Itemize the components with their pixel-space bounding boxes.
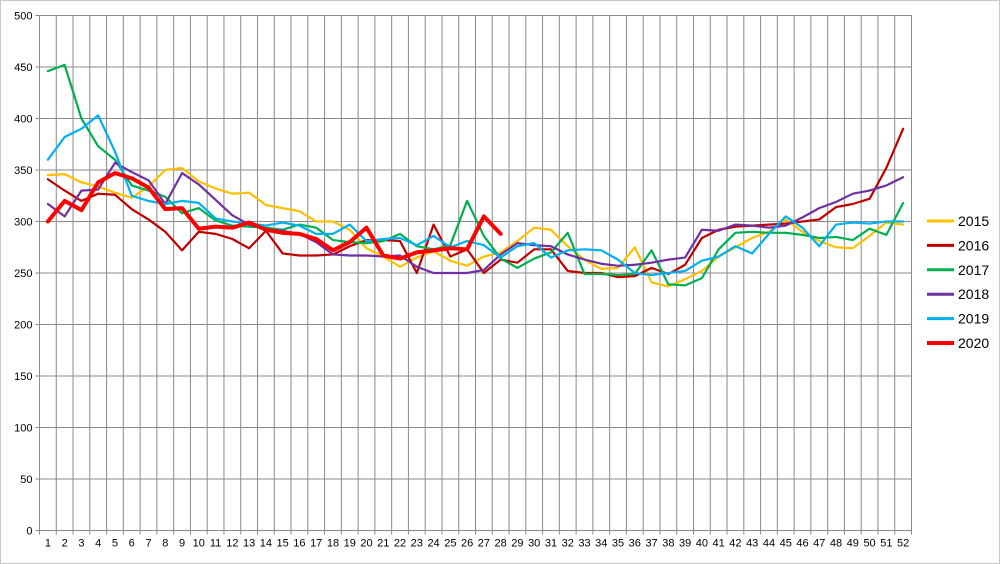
x-axis-label: 13: [243, 538, 255, 550]
legend-label-2018: 2018: [958, 286, 989, 302]
y-axis-label: 150: [14, 371, 32, 383]
y-axis-label: 350: [14, 165, 32, 177]
x-axis-label: 9: [179, 538, 185, 550]
x-axis-label: 18: [327, 538, 339, 550]
x-axis-label: 44: [763, 538, 775, 550]
x-axis-label: 24: [427, 538, 439, 550]
legend-label-2017: 2017: [958, 262, 989, 278]
x-axis-label: 11: [210, 538, 221, 550]
x-axis-label: 33: [578, 538, 590, 550]
legend-entry-2017[interactable]: 2017: [927, 262, 989, 278]
x-axis-label: 20: [360, 538, 372, 550]
x-axis-label: 6: [129, 538, 135, 550]
y-axis-label: 450: [14, 62, 32, 74]
x-axis-label: 30: [528, 538, 540, 550]
x-axis-label: 45: [780, 538, 792, 550]
legend-entry-2020[interactable]: 2020: [927, 335, 989, 351]
x-axis-label: 21: [377, 538, 389, 550]
x-axis-label: 50: [863, 538, 875, 550]
x-axis-label: 4: [95, 538, 101, 550]
x-axis-label: 40: [696, 538, 708, 550]
x-axis-label: 31: [545, 538, 557, 550]
x-axis-label: 32: [562, 538, 574, 550]
x-axis-label: 49: [847, 538, 859, 550]
y-axis-label: 250: [14, 268, 32, 280]
x-axis-label: 27: [478, 538, 490, 550]
x-axis-label: 15: [277, 538, 289, 550]
x-axis-label: 37: [645, 538, 657, 550]
x-axis-label: 14: [260, 538, 272, 550]
x-axis-label: 8: [162, 538, 168, 550]
x-axis-label: 35: [612, 538, 624, 550]
x-axis-label: 34: [595, 538, 607, 550]
y-axis-label: 100: [14, 423, 32, 435]
x-axis-label: 41: [713, 538, 725, 550]
x-axis-label: 12: [226, 538, 238, 550]
y-axis-label: 500: [14, 11, 32, 23]
legend-entry-2019[interactable]: 2019: [927, 311, 989, 327]
series-line-2018[interactable]: [46, 161, 905, 275]
x-axis-label: 7: [145, 538, 151, 550]
series-line-2019[interactable]: [46, 114, 905, 277]
x-axis-label: 2: [62, 538, 68, 550]
legend-entry-2015[interactable]: 2015: [927, 213, 989, 229]
series-line-2020[interactable]: [45, 171, 503, 261]
legend-label-2020: 2020: [958, 335, 989, 351]
x-axis-label: 23: [411, 538, 423, 550]
x-axis-label: 29: [511, 538, 523, 550]
x-axis-label: 17: [310, 538, 322, 550]
x-axis-label: 51: [880, 538, 892, 550]
legend-label-2019: 2019: [958, 311, 989, 327]
series-line-2017[interactable]: [46, 63, 905, 287]
x-axis-label: 48: [830, 538, 842, 550]
x-axis-label: 16: [293, 538, 305, 550]
legend-entry-2016[interactable]: 2016: [927, 237, 989, 253]
y-axis-label: 0: [26, 526, 32, 538]
legend-label-2015: 2015: [958, 213, 989, 229]
plot-area-border: [39, 15, 912, 531]
x-axis-label: 43: [746, 538, 758, 550]
x-axis-label: 46: [796, 538, 808, 550]
x-axis-label: 52: [897, 538, 909, 550]
x-axis-label: 42: [729, 538, 741, 550]
y-axis-label: 200: [14, 320, 32, 332]
x-axis-label: 47: [813, 538, 825, 550]
x-axis-label: 3: [78, 538, 84, 550]
x-axis-label: 28: [495, 538, 507, 550]
y-axis-label: 50: [20, 474, 32, 486]
x-axis-label: 22: [394, 538, 406, 550]
y-axis-label: 400: [14, 114, 32, 126]
legend-label-2016: 2016: [958, 237, 989, 253]
x-axis-label: 39: [679, 538, 691, 550]
x-axis-label: 5: [112, 538, 118, 550]
x-axis-label: 1: [45, 538, 51, 550]
x-axis-label: 10: [193, 538, 205, 550]
x-axis-label: 36: [629, 538, 641, 550]
series-line-2016[interactable]: [46, 127, 905, 279]
x-axis-label: 26: [461, 538, 473, 550]
y-axis-label: 300: [14, 217, 32, 229]
x-axis-label: 38: [662, 538, 674, 550]
legend-entry-2018[interactable]: 2018: [927, 286, 989, 302]
x-axis-label: 25: [444, 538, 456, 550]
x-axis-label: 19: [344, 538, 356, 550]
